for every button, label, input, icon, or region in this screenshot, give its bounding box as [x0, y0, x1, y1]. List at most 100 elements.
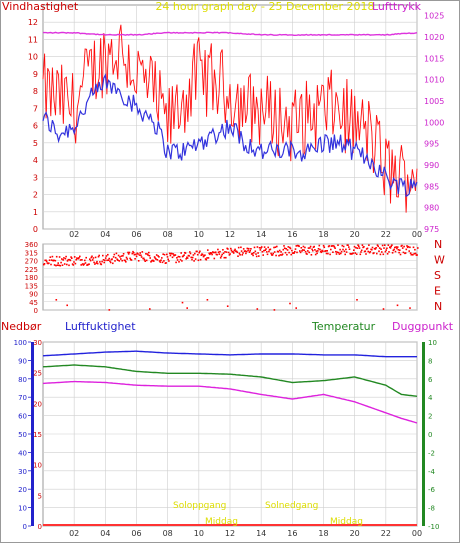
- direction-dot: [367, 250, 369, 253]
- direction-dot: [58, 256, 61, 258]
- direction-dot: [340, 252, 342, 255]
- direction-dot: [153, 256, 156, 258]
- direction-dot: [355, 253, 358, 255]
- direction-dot: [402, 251, 405, 254]
- direction-dot: [299, 250, 301, 252]
- direction-dot: [399, 253, 402, 256]
- direction-dot: [353, 245, 356, 248]
- direction-dot: [229, 253, 231, 255]
- wind-y-tick-label: 11: [28, 35, 38, 44]
- temp-x-tick-label: 02: [69, 529, 79, 538]
- compass-label: E: [434, 285, 441, 298]
- direction-dot: [122, 255, 124, 257]
- direction-dot: [278, 249, 281, 252]
- direction-dot: [127, 251, 129, 254]
- direction-dot: [286, 253, 288, 256]
- pressure-y-tick-label: 1000: [424, 118, 444, 127]
- direction-dot: [180, 252, 182, 254]
- direction-dot: [122, 253, 125, 255]
- direction-dot: [104, 257, 107, 259]
- direction-dot: [219, 257, 222, 259]
- direction-dot: [263, 249, 265, 252]
- direction-outlier-dot: [409, 307, 411, 309]
- humidity-y-tick-label: 30: [33, 339, 42, 347]
- direction-dot: [390, 245, 392, 248]
- temp-y-tick-label: 4: [428, 394, 433, 402]
- direction-dot: [395, 246, 397, 248]
- direction-dot: [218, 253, 221, 255]
- direction-dot: [329, 253, 331, 256]
- direction-dot: [319, 248, 321, 251]
- direction-dot: [314, 249, 316, 251]
- direction-dot: [171, 252, 173, 255]
- pressure-y-tick-label: 990: [424, 161, 439, 170]
- direction-dot: [304, 250, 307, 253]
- direction-dot: [336, 251, 338, 253]
- direction-dot: [285, 248, 287, 250]
- direction-dot: [249, 249, 251, 252]
- temp-y-tick-label: -6: [428, 486, 436, 494]
- direction-outlier-dot: [108, 309, 111, 311]
- direction-dot: [282, 248, 285, 251]
- direction-dot: [324, 250, 327, 252]
- direction-dot: [217, 248, 219, 251]
- direction-dot: [51, 255, 54, 258]
- direction-dot: [208, 252, 210, 255]
- direction-dot: [222, 249, 224, 251]
- rain-y-tick-label: 70: [18, 394, 27, 402]
- temp-y-tick-label: 0: [428, 431, 432, 439]
- wind-x-ticks: 02 04 06 08 10 12 14 16 18 20 22 00: [69, 230, 422, 239]
- direction-dot: [332, 251, 334, 253]
- direction-dot: [128, 251, 131, 254]
- direction-dot: [315, 250, 318, 252]
- direction-dot: [337, 244, 339, 246]
- direction-dot: [368, 244, 370, 246]
- direction-dot: [255, 255, 258, 258]
- wind-x-tick-label: 02: [69, 230, 79, 239]
- direction-dot: [281, 253, 284, 255]
- wind-y-tick-label: 2: [33, 191, 38, 200]
- direction-y-tick-label: 360: [25, 241, 38, 249]
- direction-dot: [377, 245, 379, 248]
- direction-dot: [363, 246, 365, 248]
- direction-dot: [102, 254, 104, 257]
- direction-dot: [277, 251, 280, 253]
- direction-dot: [222, 252, 225, 255]
- direction-dot: [313, 245, 315, 248]
- direction-dot: [73, 261, 75, 263]
- direction-dot: [200, 254, 203, 256]
- direction-dot: [386, 247, 388, 250]
- direction-dot: [64, 257, 67, 260]
- direction-dot: [266, 251, 268, 253]
- direction-dot: [124, 259, 126, 262]
- direction-dot: [141, 251, 144, 253]
- direction-dot: [268, 250, 270, 253]
- humidity-y-tick-label: 10: [33, 462, 42, 470]
- direction-dot: [265, 248, 267, 250]
- direction-dot: [235, 250, 238, 253]
- direction-outlier-dot: [256, 308, 259, 310]
- direction-dot: [416, 254, 418, 256]
- direction-dot: [361, 244, 364, 246]
- direction-dot: [308, 251, 310, 254]
- direction-dot: [50, 263, 52, 266]
- direction-dot: [148, 251, 150, 254]
- temp-grid: [43, 341, 418, 527]
- rain-y-ticks: 0 10 20 30 40 50 60 70 80 90 100: [14, 339, 31, 531]
- direction-dot: [117, 259, 119, 261]
- direction-dot: [318, 244, 321, 247]
- chart-title: 24 hour graph day - 25 December 2018: [155, 0, 374, 13]
- direction-dot: [100, 263, 103, 266]
- direction-dot: [386, 253, 389, 255]
- direction-dot: [129, 257, 131, 260]
- temp-x-tick-label: 12: [225, 529, 235, 538]
- direction-dot: [380, 248, 382, 250]
- direction-outlier-dot: [181, 301, 184, 304]
- direction-dot: [331, 245, 333, 247]
- direction-dot: [179, 258, 182, 261]
- direction-outlier-dot: [66, 304, 68, 307]
- direction-dot: [394, 246, 396, 249]
- direction-dot: [96, 262, 99, 265]
